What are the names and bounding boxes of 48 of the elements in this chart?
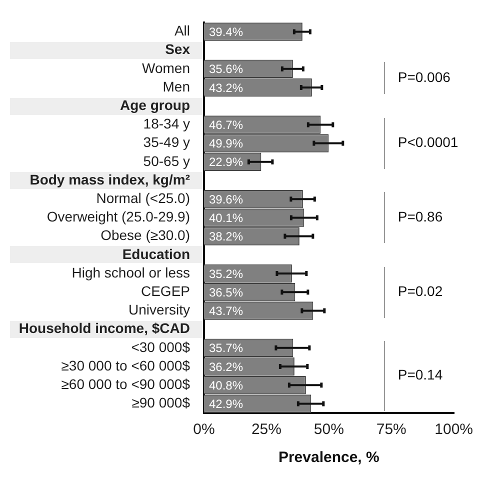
y-tick-label: CEGEP: [140, 282, 190, 299]
y-tick-label: 35-49 y: [143, 134, 190, 150]
y-tick-label: University: [128, 302, 190, 318]
data-label: 35.2%: [209, 266, 244, 281]
data-label: 36.5%: [209, 285, 244, 300]
data-label: 40.1%: [209, 211, 244, 226]
data-label: 39.4%: [209, 25, 244, 40]
data-label: 39.6%: [209, 192, 244, 206]
data-label: 36.2%: [209, 360, 244, 374]
y-tick-label: Normal (<25.0): [96, 190, 190, 206]
x-tick-label: 100%: [434, 421, 474, 438]
x-tick-label: 25%: [251, 421, 282, 438]
annotation: P=0.14: [398, 366, 443, 383]
y-tick-label: Women: [142, 60, 190, 76]
data-label: 22.9%: [209, 155, 244, 170]
y-tick-label: High school or less: [72, 264, 190, 280]
annotation: P=0.006: [398, 69, 451, 86]
annotation: P<0.0001: [398, 134, 458, 150]
data-label: 35.7%: [209, 341, 244, 356]
data-label: 43.7%: [209, 304, 244, 318]
y-tick-label: Obese (≥30.0): [100, 227, 190, 244]
y-tick-label: ≥60 000 to <90 000$: [61, 376, 190, 392]
y-tick-label: Body mass index, kg/m²: [30, 171, 190, 188]
x-tick-label: 0%: [193, 421, 215, 438]
data-label: 43.2%: [209, 80, 244, 95]
y-tick-label: 50-65 y: [143, 152, 190, 169]
y-tick-label: Men: [162, 78, 190, 94]
y-tick-label: Age group: [120, 96, 190, 113]
y-tick-label: <30 000$: [131, 338, 190, 355]
y-tick-label: Education: [122, 246, 190, 262]
y-tick-label: 18-34 y: [143, 116, 190, 132]
x-axis-title: Prevalence, %: [278, 449, 380, 466]
y-tick-label: ≥90 000$: [132, 394, 190, 411]
data-label: 38.2%: [209, 230, 244, 244]
data-label: 49.9%: [209, 136, 244, 151]
y-tick-label: ≥30 000 to <60 000$: [61, 357, 190, 374]
y-tick-label: Sex: [165, 41, 190, 58]
data-label: 40.8%: [209, 378, 244, 392]
annotation: P=0.02: [398, 282, 443, 299]
x-tick-label: 50%: [314, 421, 344, 438]
y-tick-label: Overweight (25.0-29.9): [46, 208, 190, 225]
y-tick-label: All: [174, 22, 190, 39]
data-label: 35.6%: [209, 62, 244, 76]
data-label: 42.9%: [209, 397, 244, 412]
annotation: P=0.86: [398, 208, 443, 225]
x-tick-label: 75%: [376, 421, 406, 438]
y-tick-label: Household income, $CAD: [18, 320, 190, 336]
data-label: 46.7%: [209, 118, 244, 132]
